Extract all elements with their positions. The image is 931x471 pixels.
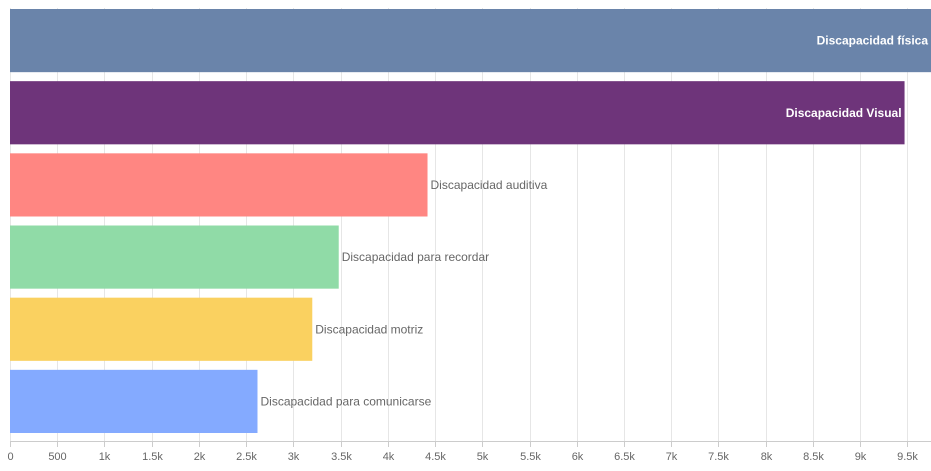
x-tick-label: 1.5k [142,451,163,463]
bar-label: Discapacidad motriz [315,322,423,336]
bar-label: Discapacidad para recordar [342,250,489,264]
bar [10,9,931,73]
bar-label: Discapacidad Visual [786,106,902,120]
x-tick-label: 0 [7,451,13,463]
x-tick-label: 7.5k [708,451,729,463]
bars: Discapacidad física Discapacidad Visual Di… [10,9,931,433]
x-tick-label: 2.5k [236,451,257,463]
x-axis: 0 500 1k 1.5k 2k 2.5k 3k 3.5k 4k 4.5k 5k 5.5k 6k 6.5k… [7,441,931,463]
bar-label: Discapacidad auditiva [431,178,548,192]
x-tick-label: 500 [48,451,66,463]
bar [10,297,313,361]
bar [10,369,258,433]
x-tick-label: 7k [666,451,678,463]
x-tick-label: 9k [855,451,867,463]
x-tick-label: 5.5k [520,451,541,463]
x-tick-label: 9.5k [897,451,918,463]
grid-lines [10,8,908,441]
x-tick-label: 2k [194,451,206,463]
x-tick-label: 3.5k [331,451,352,463]
x-tick-label: 6.5k [614,451,635,463]
x-tick-label: 1k [99,451,111,463]
x-tick-label: 3k [288,451,300,463]
x-tick-label: 4k [383,451,395,463]
x-tick-label: 5k [477,451,489,463]
bar [10,153,428,217]
x-tick-label: 4.5k [425,451,446,463]
bar [10,225,339,289]
bar-label: Discapacidad física [817,34,929,48]
x-tick-label: 8.5k [803,451,824,463]
x-tick-label: 6k [572,451,584,463]
x-tick-label: 8k [761,451,773,463]
bar-label: Discapacidad para comunicarse [260,394,431,408]
bar [10,81,905,145]
